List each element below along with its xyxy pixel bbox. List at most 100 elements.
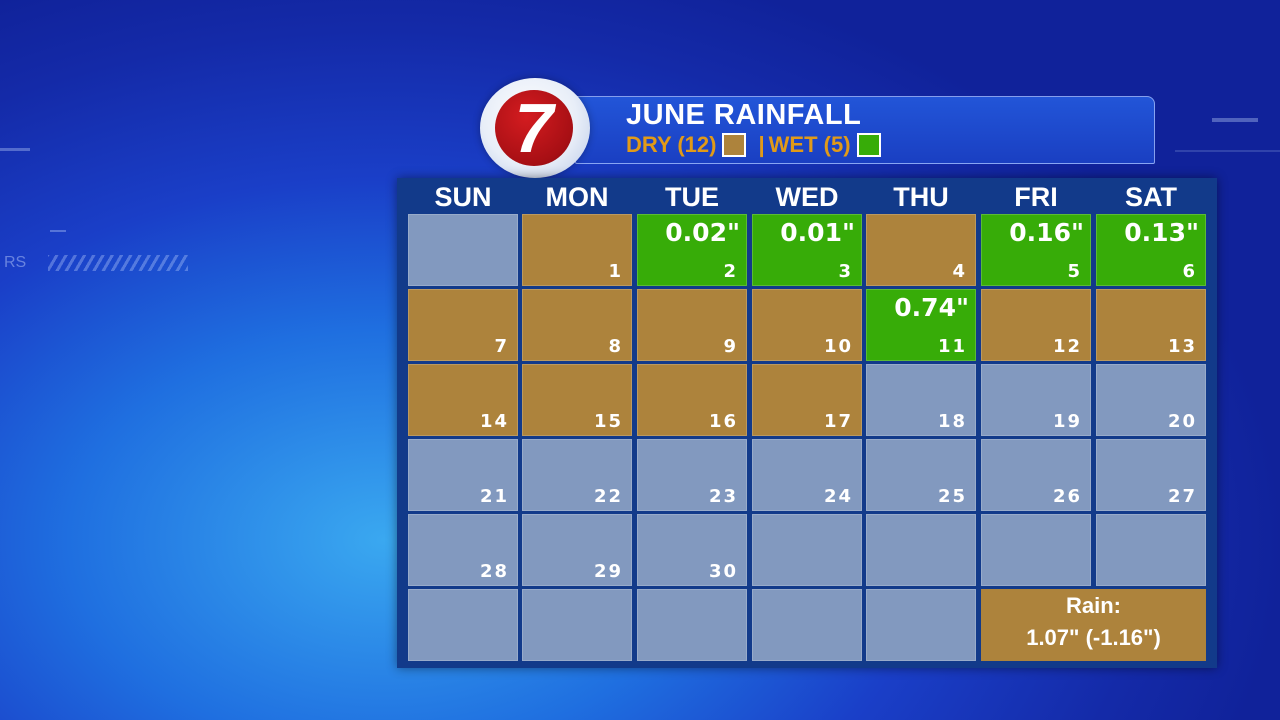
day-number: 15 [593,411,623,432]
rainfall-calendar: 1 0.02" 2 0.01" 3 4 0.16" 5 0.13" 6 7 8 9 10 0.74" 11 12… [397,178,1217,668]
calendar-cell: 30 [637,514,747,586]
calendar-cell [866,514,976,586]
day-number: 8 [608,336,623,357]
page-title: JUNE RAINFALL [626,99,862,131]
hud-line [1175,150,1280,152]
day-number: 13 [1167,336,1197,357]
calendar-cell: 18 [866,364,976,436]
day-number: 19 [1052,411,1082,432]
calendar-cell [408,589,518,661]
day-number: 4 [952,261,967,282]
day-number: 24 [823,486,853,507]
day-number: 30 [708,561,738,582]
day-of-week-wed: WED [775,182,839,212]
calendar-cell: 27 [1096,439,1206,511]
calendar-cell: 0.74" 11 [866,289,976,361]
calendar-cell: 22 [522,439,632,511]
calendar-cell: 19 [981,364,1091,436]
calendar-cell [981,514,1091,586]
day-of-week-tue: TUE [665,182,719,212]
calendar-cell: 9 [637,289,747,361]
day-number: 10 [823,336,853,357]
day-number: 9 [723,336,738,357]
day-of-week-sat: SAT [1125,182,1177,212]
rain-summary-label: Rain: [1066,593,1121,618]
day-number: 18 [937,411,967,432]
day-number: 20 [1167,411,1197,432]
calendar-cell: 0.13" 6 [1096,214,1206,286]
rain-amount: 0.02" [665,218,740,247]
hud-line [1212,118,1258,122]
day-number: 12 [1052,336,1082,357]
calendar-cell: 0.02" 2 [637,214,747,286]
rain-amount: 0.16" [1009,218,1084,247]
calendar-cell: 0.01" 3 [752,214,862,286]
calendar-cell [1096,514,1206,586]
calendar-cell: 15 [522,364,632,436]
day-number: 16 [708,411,738,432]
calendar-cell: 0.16" 5 [981,214,1091,286]
day-number: 2 [723,261,738,282]
hud-text: RS [4,254,27,271]
calendar-cell [752,589,862,661]
calendar-cell: 12 [981,289,1091,361]
logo-red-circle: 7 [495,89,573,167]
calendar-cell [522,589,632,661]
calendar-cell: 13 [1096,289,1206,361]
day-of-week-thu: THU [893,182,949,212]
calendar-cell: 16 [637,364,747,436]
calendar-cell: 23 [637,439,747,511]
legend: DRY (12) | WET (5) [626,132,889,158]
rain-amount: 0.01" [780,218,855,247]
calendar-cell: 21 [408,439,518,511]
calendar-cell [637,589,747,661]
legend-wet-label: WET (5) [768,132,851,157]
day-of-week-fri: FRI [1014,182,1058,212]
day-number: 3 [838,261,853,282]
calendar-cell [408,214,518,286]
calendar-cell: 20 [1096,364,1206,436]
calendar-cell: 24 [752,439,862,511]
wet-swatch [856,133,881,157]
day-number: 23 [708,486,738,507]
rain-summary: Rain: 1.07" (-1.16") [981,589,1206,661]
calendar-cell: 1 [522,214,632,286]
calendar-cell: 28 [408,514,518,586]
day-number: 17 [823,411,853,432]
day-number: 28 [479,561,509,582]
rain-amount: 0.74" [894,293,969,322]
calendar-cell: 26 [981,439,1091,511]
rain-summary-value: 1.07" (-1.16") [1026,625,1161,650]
day-number: 27 [1167,486,1197,507]
day-number: 11 [937,336,967,357]
calendar-cell: 8 [522,289,632,361]
day-of-week-mon: MON [545,182,609,212]
rain-amount: 0.13" [1124,218,1199,247]
day-number: 21 [479,486,509,507]
day-number: 1 [608,261,623,282]
dry-swatch [722,133,747,157]
calendar-cell: 14 [408,364,518,436]
day-number: 25 [937,486,967,507]
day-number: 5 [1067,261,1082,282]
calendar-cell: 4 [866,214,976,286]
hud-line [0,148,30,151]
hud-line [50,230,66,232]
hud-slashes [48,255,188,271]
calendar-cell: 29 [522,514,632,586]
calendar-cell: 25 [866,439,976,511]
day-of-week-sun: SUN [434,182,492,212]
calendar-cell: 17 [752,364,862,436]
calendar-cell: 7 [408,289,518,361]
day-number: 22 [593,486,623,507]
calendar-cell: 10 [752,289,862,361]
calendar-cell [866,589,976,661]
day-number: 7 [494,336,509,357]
day-number: 26 [1052,486,1082,507]
logo-seven: 7 [514,89,554,167]
day-number: 29 [593,561,623,582]
title-banner: JUNE RAINFALL DRY (12) | WET (5) [575,96,1155,164]
day-number: 6 [1182,261,1197,282]
calendar-cell [752,514,862,586]
day-number: 14 [479,411,509,432]
